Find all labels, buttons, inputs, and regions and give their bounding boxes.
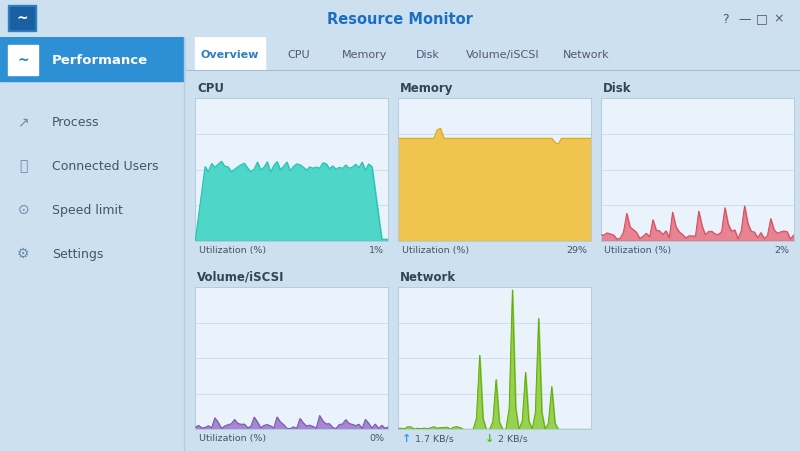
- Text: 1%: 1%: [370, 245, 385, 254]
- Text: Utilization (%): Utilization (%): [604, 245, 671, 254]
- Text: Disk: Disk: [602, 82, 631, 95]
- Text: Network: Network: [400, 270, 456, 283]
- Bar: [0, 38, 183, 82]
- Bar: [195, 38, 266, 72]
- Text: ?: ?: [722, 13, 728, 26]
- Bar: [8, 6, 36, 32]
- Text: ↓: ↓: [485, 433, 494, 443]
- Text: Utilization (%): Utilization (%): [402, 245, 469, 254]
- Text: Volume/iSCSI: Volume/iSCSI: [197, 270, 285, 283]
- Text: CPU: CPU: [288, 50, 310, 60]
- Text: ×: ×: [774, 13, 784, 26]
- Text: Volume/iSCSI: Volume/iSCSI: [466, 50, 539, 60]
- Text: ~: ~: [16, 12, 28, 26]
- Text: Connected Users: Connected Users: [52, 160, 158, 172]
- Text: ↑: ↑: [402, 433, 411, 443]
- Text: Process: Process: [52, 115, 100, 129]
- Text: Utilization (%): Utilization (%): [199, 433, 266, 442]
- Text: ↗: ↗: [18, 115, 29, 129]
- Bar: [10, 8, 34, 30]
- Text: Utilization (%): Utilization (%): [199, 245, 266, 254]
- Text: ~: ~: [18, 53, 29, 67]
- Text: □: □: [756, 13, 768, 26]
- Text: Memory: Memory: [400, 82, 453, 95]
- Text: Settings: Settings: [52, 247, 103, 260]
- Text: Resource Monitor: Resource Monitor: [327, 12, 473, 27]
- Text: 2 KB/s: 2 KB/s: [498, 433, 528, 442]
- Text: Memory: Memory: [342, 50, 387, 60]
- Text: Network: Network: [563, 50, 610, 60]
- Text: 🔌: 🔌: [19, 159, 27, 173]
- Text: ⚙: ⚙: [17, 247, 30, 261]
- Text: Disk: Disk: [415, 50, 439, 60]
- Text: Overview: Overview: [201, 50, 259, 60]
- Text: —: —: [738, 13, 751, 26]
- Text: Speed limit: Speed limit: [52, 203, 123, 216]
- Text: CPU: CPU: [197, 82, 224, 95]
- Text: 1.7 KB/s: 1.7 KB/s: [415, 433, 454, 442]
- Text: 0%: 0%: [370, 433, 385, 442]
- Bar: [8, 46, 38, 76]
- Text: ⊙: ⊙: [18, 203, 29, 217]
- Text: 2%: 2%: [774, 245, 790, 254]
- Text: Performance: Performance: [52, 54, 148, 67]
- Text: 29%: 29%: [566, 245, 587, 254]
